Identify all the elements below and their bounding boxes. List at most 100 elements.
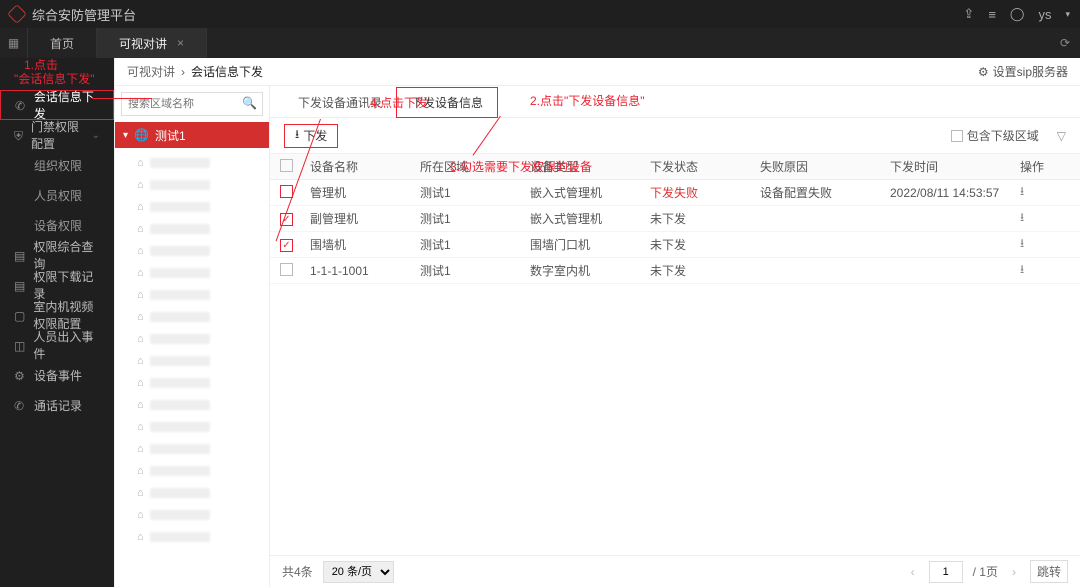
cell-type: 嵌入式管理机 <box>530 184 650 201</box>
page-size-select[interactable]: 20 条/页 <box>323 561 394 583</box>
nav-query[interactable]: ▤ 权限综合查询 <box>0 240 114 270</box>
tab-video[interactable]: 可视对讲 × <box>97 28 207 58</box>
tree-item-label <box>150 510 210 520</box>
tree-item[interactable]: ⌂ <box>115 174 269 196</box>
tree-item[interactable]: ⌂ <box>115 482 269 504</box>
nav-access[interactable]: ⛨ 门禁权限配置 ⌄ <box>0 120 114 150</box>
home-icon: ⌂ <box>137 421 144 433</box>
tree-item[interactable]: ⌂ <box>115 328 269 350</box>
col-type: 设备类型 <box>530 158 650 175</box>
annotation-1a: 1.点击 <box>24 56 58 73</box>
search-list-icon: ▤ <box>14 249 25 261</box>
row-checkbox[interactable] <box>280 263 293 276</box>
topbar-actions: ⇪ ≡ ◯ ys ▾ <box>963 6 1070 22</box>
export-icon[interactable]: ⇪ <box>963 6 974 22</box>
user-icon[interactable]: ◯ <box>1010 6 1025 22</box>
page-input[interactable] <box>929 561 963 583</box>
table-row: 1-1-1-1001测试1数字室内机未下发⭳ <box>270 258 1080 284</box>
home-icon: ⌂ <box>137 355 144 367</box>
tree-search: 🔍 <box>115 86 269 122</box>
table-footer: 共4条 20 条/页 ‹ / 1页 › 跳转 <box>270 555 1080 587</box>
tree-item-label <box>150 290 210 300</box>
right-pane: 下发设备通讯录 下发设备信息 2.点击"下发设备信息" ⭳ 下发 4.点击下发 … <box>270 86 1080 587</box>
nav-device[interactable]: 设备权限 <box>0 210 114 240</box>
user-caret-icon[interactable]: ▾ <box>1065 9 1070 20</box>
home-icon: ⌂ <box>137 201 144 213</box>
cell-area: 测试1 <box>420 262 530 279</box>
tree-item[interactable]: ⌂ <box>115 240 269 262</box>
tree-item[interactable]: ⌂ <box>115 526 269 548</box>
tree-item[interactable]: ⌂ <box>115 394 269 416</box>
select-all-checkbox[interactable] <box>280 159 293 172</box>
tree-item[interactable]: ⌂ <box>115 372 269 394</box>
annotation-line <box>92 98 152 99</box>
tree-item[interactable]: ⌂ <box>115 218 269 240</box>
table-row: 管理机测试1嵌入式管理机下发失败设备配置失败2022/08/11 14:53:5… <box>270 180 1080 206</box>
prev-page[interactable]: ‹ <box>907 565 919 579</box>
refresh-icon[interactable]: ⟳ <box>1050 28 1080 58</box>
nav-download[interactable]: ▤ 权限下载记录 <box>0 270 114 300</box>
tree-item-label <box>150 224 210 234</box>
close-icon[interactable]: × <box>177 36 184 50</box>
tree-item[interactable]: ⌂ <box>115 284 269 306</box>
cell-status: 下发失败 <box>650 184 760 201</box>
tree-item[interactable]: ⌂ <box>115 196 269 218</box>
user-name[interactable]: ys <box>1038 7 1051 22</box>
annotation-2: 2.点击"下发设备信息" <box>530 92 645 109</box>
topbar: 综合安防管理平台 ⇪ ≡ ◯ ys ▾ <box>0 0 1080 28</box>
subtab-contacts[interactable]: 下发设备通讯录 <box>284 88 396 117</box>
row-checkbox[interactable] <box>280 239 293 252</box>
nav-session[interactable]: ✆ 会话信息下发 <box>0 90 114 120</box>
tree-item-label <box>150 180 210 190</box>
home-icon: ⌂ <box>137 311 144 323</box>
breadcrumb: 可视对讲 › 会话信息下发 ⚙ 设置sip服务器 <box>115 58 1080 86</box>
tree-item-label <box>150 532 210 542</box>
row-download-icon[interactable]: ⭳ <box>1020 208 1070 229</box>
nav-indoor[interactable]: ▢ 室内机视频权限配置 <box>0 300 114 330</box>
subtab-device-info[interactable]: 下发设备信息 <box>396 87 498 118</box>
table-row: 围墙机测试1围墙门口机未下发⭳ <box>270 232 1080 258</box>
row-download-icon[interactable]: ⭳ <box>1020 182 1070 203</box>
tree-item-label <box>150 246 210 256</box>
filter-icon[interactable]: ▽ <box>1057 129 1066 143</box>
home-icon: ⌂ <box>137 157 144 169</box>
nav-org[interactable]: 组织权限 <box>0 150 114 180</box>
nav-access-label: 门禁权限配置 <box>31 118 84 152</box>
include-sub-toggle[interactable]: 包含下级区域 <box>951 127 1039 144</box>
device-table: 设备名称 所在区域 设备类型 下发状态 失败原因 下发时间 操作 管理机测试1嵌… <box>270 154 1080 555</box>
app-grid-icon[interactable]: ▦ <box>0 28 28 58</box>
crumb-a[interactable]: 可视对讲 <box>127 63 175 80</box>
tree-item-label <box>150 488 210 498</box>
tab-home-label: 首页 <box>50 35 74 52</box>
search-icon[interactable]: 🔍 <box>242 96 257 110</box>
cell-status: 未下发 <box>650 262 760 279</box>
row-download-icon[interactable]: ⭳ <box>1020 234 1070 255</box>
tab-home[interactable]: 首页 <box>28 28 97 58</box>
tree-item[interactable]: ⌂ <box>115 350 269 372</box>
tree-item[interactable]: ⌂ <box>115 262 269 284</box>
menu-icon[interactable]: ≡ <box>988 7 996 22</box>
tree-item[interactable]: ⌂ <box>115 438 269 460</box>
jump-button[interactable]: 跳转 <box>1030 560 1068 583</box>
include-sub-label: 包含下级区域 <box>967 127 1039 144</box>
row-download-icon[interactable]: ⭳ <box>1020 260 1070 281</box>
tree-item[interactable]: ⌂ <box>115 152 269 174</box>
nav-inout[interactable]: ◫ 人员出入事件 <box>0 330 114 360</box>
sip-settings[interactable]: ⚙ 设置sip服务器 <box>978 63 1068 80</box>
nav-person[interactable]: 人员权限 <box>0 180 114 210</box>
tree-item[interactable]: ⌂ <box>115 416 269 438</box>
tree-root-label: 测试1 <box>155 127 186 144</box>
annotation-1b: "会话信息下发" <box>14 70 95 87</box>
nav-calllog[interactable]: ✆ 通话记录 <box>0 390 114 420</box>
tree-item[interactable]: ⌂ <box>115 460 269 482</box>
tree-panel: 🔍 ▾ 🌐 测试1 ⌂⌂⌂⌂⌂⌂⌂⌂⌂⌂⌂⌂⌂⌂⌂⌂⌂⌂ <box>115 86 270 587</box>
tree-item[interactable]: ⌂ <box>115 306 269 328</box>
cell-name: 管理机 <box>310 184 420 201</box>
subtabs: 下发设备通讯录 下发设备信息 2.点击"下发设备信息" <box>270 86 1080 118</box>
tree-root[interactable]: ▾ 🌐 测试1 <box>115 122 269 148</box>
next-page[interactable]: › <box>1008 565 1020 579</box>
nav-devevent[interactable]: ⚙ 设备事件 <box>0 360 114 390</box>
nav-query-label: 权限综合查询 <box>33 238 100 272</box>
cell-name: 围墙机 <box>310 236 420 253</box>
tree-item[interactable]: ⌂ <box>115 504 269 526</box>
